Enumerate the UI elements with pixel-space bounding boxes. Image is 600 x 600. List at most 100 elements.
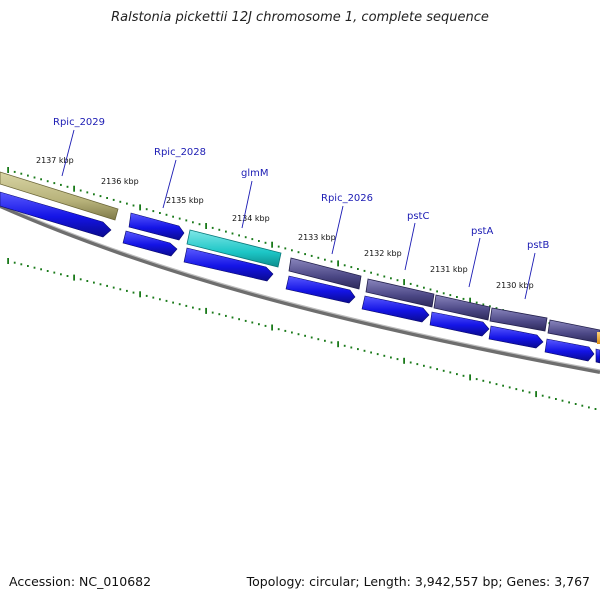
tick-upper-major-60 [403, 279, 405, 286]
tick-lower-minor-35 [238, 318, 240, 321]
cds-arrow-1[interactable] [0, 191, 112, 238]
tick-upper-minor-62 [416, 284, 419, 287]
gene-label-rpic-2028[interactable]: Rpic_2028 [154, 147, 206, 158]
tick-upper-minor-11 [79, 189, 82, 192]
tick-upper-major-20 [139, 204, 141, 211]
tick-upper-minor-9 [66, 185, 69, 188]
tick-upper-minor-38 [258, 240, 260, 242]
tick-upper-minor-46 [310, 254, 313, 257]
tick-lower-minor-16 [112, 286, 115, 289]
gene-bar-psta[interactable] [433, 294, 491, 321]
tick-upper-minor-18 [126, 202, 128, 205]
gene-bar-pstb[interactable] [489, 307, 548, 332]
tick-upper-minor-36 [244, 236, 247, 239]
tick-lower-minor-58 [390, 356, 392, 359]
tick-upper-minor-25 [172, 215, 174, 218]
gene-label-pstb[interactable]: pstB [527, 240, 549, 251]
tick-lower-minor-21 [145, 294, 148, 297]
tick-lower-minor-25 [172, 301, 174, 304]
tick-upper-major-30 [205, 223, 207, 229]
tick-lower-minor-32 [218, 313, 221, 316]
cds-arrow-7[interactable] [429, 311, 490, 337]
callout-psta [468, 237, 481, 288]
tick-lower-minor-79 [528, 391, 531, 394]
cds-arrow-5[interactable] [285, 275, 356, 304]
tick-lower-minor-89 [594, 408, 597, 410]
gene-bar-pstc[interactable] [365, 278, 435, 308]
tick-upper-minor-65 [436, 290, 438, 293]
tick-lower-minor-1 [13, 261, 16, 264]
tick-lower-minor-3 [27, 265, 29, 267]
tick-upper-minor-61 [409, 282, 412, 285]
tick-upper-minor-22 [152, 210, 155, 213]
tick-lower-minor-47 [317, 338, 320, 341]
tick-lower-minor-39 [264, 324, 267, 327]
tick-lower-minor-27 [185, 304, 188, 307]
gene-label-glmm[interactable]: glmM [241, 168, 269, 179]
tick-upper-minor-53 [357, 268, 359, 270]
tick-upper-minor-3 [27, 174, 29, 177]
tick-lower-minor-57 [383, 354, 386, 357]
tick-upper-minor-71 [475, 301, 478, 304]
tick-upper-minor-31 [211, 226, 214, 229]
tick-lower-minor-74 [495, 383, 498, 386]
callout-rpic-2029 [61, 129, 75, 177]
gene-bar-rpic-2026[interactable] [288, 257, 362, 290]
tick-lower-minor-52 [350, 346, 353, 349]
topology-summary: Topology: circular; Length: 3,942,557 bp… [246, 574, 590, 589]
tick-lower-minor-53 [357, 348, 359, 351]
tick-lower-minor-69 [462, 374, 465, 377]
tick-upper-minor-34 [231, 232, 234, 235]
tick-lower-minor-55 [370, 351, 372, 354]
gene-label-pstc[interactable]: pstC [407, 211, 429, 222]
tick-lower-minor-71 [475, 378, 478, 381]
cds-arrow-4[interactable] [183, 247, 274, 282]
gene-bar-rpic-2029[interactable] [0, 171, 119, 221]
tick-lower-minor-64 [429, 366, 432, 369]
tick-lower-minor-33 [225, 314, 227, 317]
tick-upper-minor-55 [370, 271, 372, 274]
tick-lower-minor-75 [502, 384, 504, 387]
ruler-label-2132: 2132 kbp [364, 249, 402, 258]
tick-lower-minor-43 [291, 331, 293, 334]
tick-lower-minor-61 [409, 361, 412, 364]
cds-arrow-2[interactable] [128, 212, 185, 241]
tick-upper-minor-35 [238, 234, 240, 237]
cds-arrow-3[interactable] [122, 230, 178, 257]
tick-lower-minor-7 [53, 271, 56, 274]
tick-upper-minor-27 [185, 219, 188, 222]
tick-upper-minor-45 [304, 253, 306, 256]
gene-label-psta[interactable]: pstA [471, 226, 493, 237]
cds-arrow-10[interactable] [595, 348, 600, 364]
tick-upper-major-40 [271, 241, 273, 248]
tick-lower-major-60 [403, 357, 405, 364]
tick-lower-major-10 [73, 274, 75, 281]
gene-bar-glmm[interactable] [186, 229, 282, 268]
cds-arrow-6[interactable] [361, 295, 430, 323]
gene-bar-next[interactable] [547, 319, 600, 344]
cds-arrow-9[interactable] [544, 338, 595, 362]
ruler-labels: 2137 kbp 2136 kbp 2135 kbp 2134 kbp 2133… [36, 156, 534, 290]
gene-bar-orange-edge[interactable] [597, 332, 600, 344]
tick-upper-minor-42 [284, 247, 287, 250]
callout-rpic-2026 [331, 205, 344, 255]
tick-upper-minor-14 [99, 195, 102, 198]
tick-lower-minor-49 [330, 341, 333, 344]
tick-upper-minor-1 [13, 170, 16, 173]
tick-lower-minor-31 [211, 311, 214, 314]
tick-lower-minor-17 [119, 288, 122, 291]
ruler-label-2135: 2135 kbp [166, 196, 204, 205]
cds-arrow-8[interactable] [488, 325, 544, 349]
tick-upper-minor-59 [396, 279, 399, 282]
gene-label-rpic-2029[interactable]: Rpic_2029 [53, 117, 105, 128]
tick-upper-minor-33 [225, 230, 227, 233]
tick-lower-minor-68 [456, 373, 458, 376]
callout-pstb [524, 252, 536, 300]
tick-lower-minor-78 [522, 389, 524, 392]
tick-lower-minor-42 [284, 329, 287, 332]
tick-lower-minor-81 [541, 394, 544, 397]
gene-label-rpic-2026[interactable]: Rpic_2026 [321, 193, 373, 204]
callout-rpic-2028 [162, 159, 177, 209]
tick-lower-minor-65 [436, 368, 438, 371]
tick-upper-minor-29 [198, 223, 201, 226]
